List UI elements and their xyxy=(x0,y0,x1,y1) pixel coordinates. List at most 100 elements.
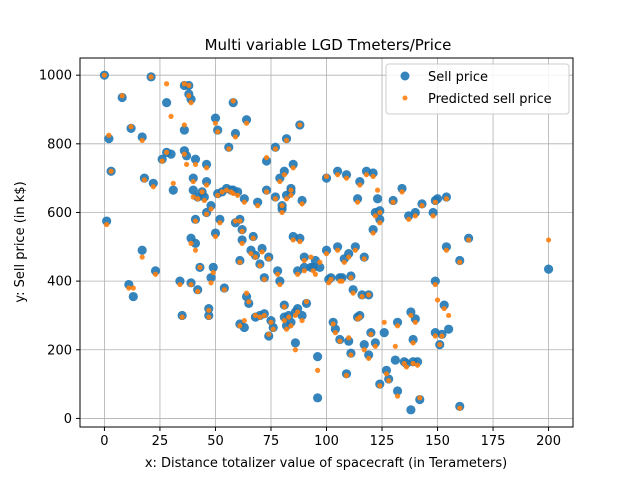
predicted-sell-price-point xyxy=(119,93,125,99)
predicted-sell-price-point xyxy=(266,256,272,262)
sell-price-point xyxy=(210,113,221,123)
sell-price-point xyxy=(359,340,369,350)
predicted-sell-price-point xyxy=(188,281,194,288)
predicted-sell-price-point xyxy=(341,259,347,265)
predicted-sell-price-point xyxy=(239,228,245,234)
predicted-sell-price-point xyxy=(179,314,185,320)
predicted-sell-price-point xyxy=(414,362,421,368)
predicted-sell-price-point xyxy=(303,299,310,305)
predicted-sell-price-point xyxy=(301,268,307,274)
predicted-sell-price-point xyxy=(281,172,287,178)
predicted-sell-price-point xyxy=(386,378,392,384)
legend-marker-sell-price xyxy=(400,71,410,81)
y-tick-label: 400 xyxy=(47,275,72,290)
predicted-sell-price-point xyxy=(377,209,383,216)
predicted-sell-price-point xyxy=(308,254,314,260)
predicted-sell-price-point xyxy=(339,278,345,284)
predicted-sell-price-point xyxy=(403,364,410,370)
predicted-sell-price-point xyxy=(139,137,145,143)
predicted-sell-price-point xyxy=(323,173,330,180)
predicted-sell-price-point xyxy=(457,405,463,411)
predicted-sell-price-point xyxy=(203,182,210,188)
predicted-sell-price-point xyxy=(192,247,199,253)
predicted-sell-price-point xyxy=(297,239,303,245)
predicted-sell-price-point xyxy=(219,189,225,195)
predicted-sell-price-point xyxy=(241,199,247,205)
chart-title: Multi variable LGD Tmeters/Price xyxy=(205,36,452,54)
y-tick-label: 800 xyxy=(47,137,72,152)
predicted-sell-price-point xyxy=(279,203,285,209)
predicted-sell-price-point xyxy=(192,218,199,224)
predicted-sell-price-point xyxy=(286,314,292,320)
predicted-sell-price-point xyxy=(366,355,372,361)
predicted-sell-price-point xyxy=(366,292,372,298)
predicted-sell-price-point xyxy=(223,187,230,193)
predicted-sell-price-point xyxy=(430,213,436,219)
predicted-sell-price-point xyxy=(181,122,187,128)
predicted-sell-price-point xyxy=(361,256,367,262)
x-tick-label: 75 xyxy=(263,434,280,449)
x-tick-label: 25 xyxy=(152,434,169,449)
predicted-sell-price-point xyxy=(232,218,239,224)
predicted-sell-price-point xyxy=(212,120,219,126)
predicted-sell-price-point xyxy=(221,287,227,293)
predicted-sell-price-point xyxy=(359,293,365,300)
predicted-sell-price-point xyxy=(343,372,350,379)
predicted-sell-price-point xyxy=(317,259,323,265)
predicted-sell-price-point xyxy=(299,201,305,207)
predicted-sell-price-point xyxy=(410,360,416,367)
predicted-sell-price-point xyxy=(394,323,401,329)
x-axis-label: x: Distance totalizer value of spacecraf… xyxy=(145,456,507,471)
predicted-sell-price-point xyxy=(545,237,552,243)
predicted-sell-price-point xyxy=(188,100,194,106)
predicted-sell-price-point xyxy=(328,276,334,282)
predicted-sell-price-point xyxy=(261,312,267,319)
sell-price-point xyxy=(208,262,218,272)
predicted-sell-price-point xyxy=(104,221,110,228)
predicted-sell-price-point xyxy=(432,333,438,339)
predicted-sell-price-point xyxy=(348,275,354,281)
predicted-sell-price-point xyxy=(357,314,363,320)
predicted-sell-price-point xyxy=(230,98,236,104)
predicted-sell-price-point xyxy=(190,194,196,200)
predicted-sell-price-point xyxy=(432,281,438,288)
predicted-sell-price-point xyxy=(243,120,250,126)
predicted-sell-price-point xyxy=(190,178,196,185)
predicted-sell-price-point xyxy=(283,137,290,143)
predicted-sell-price-point xyxy=(148,74,154,80)
predicted-sell-price-point xyxy=(257,263,263,269)
predicted-sell-price-point xyxy=(292,347,299,353)
predicted-sell-price-point xyxy=(252,254,259,260)
sell-price-point xyxy=(313,352,323,362)
predicted-sell-price-point xyxy=(346,335,352,341)
sell-price-point xyxy=(128,291,138,302)
predicted-sell-price-point xyxy=(177,281,183,288)
predicted-sell-price-point xyxy=(203,165,210,171)
predicted-sell-price-point xyxy=(352,247,358,253)
predicted-sell-price-point xyxy=(272,196,279,202)
predicted-sell-price-point xyxy=(241,317,247,324)
predicted-sell-price-point xyxy=(268,319,274,325)
predicted-sell-price-point xyxy=(466,237,472,243)
predicted-sell-price-point xyxy=(432,199,438,205)
predicted-sell-price-point xyxy=(279,209,285,216)
predicted-sell-price-point xyxy=(410,340,416,346)
predicted-sell-price-point xyxy=(439,333,445,339)
legend: Sell price Predicted sell price xyxy=(385,63,570,115)
predicted-sell-price-point xyxy=(181,81,187,87)
sell-price-point xyxy=(190,238,201,248)
predicted-sell-price-point xyxy=(237,259,243,265)
predicted-sell-price-point xyxy=(272,146,279,152)
predicted-sell-price-point xyxy=(208,280,214,286)
predicted-sell-price-point xyxy=(399,189,405,195)
predicted-sell-price-point xyxy=(195,288,201,295)
predicted-sell-price-point xyxy=(239,240,245,246)
x-tick-label: 200 xyxy=(536,434,561,449)
predicted-sell-price-point xyxy=(370,173,376,180)
predicted-sell-price-point xyxy=(277,178,283,185)
legend-marker-predicted-sell-price xyxy=(402,95,408,101)
predicted-sell-price-point xyxy=(283,196,290,202)
predicted-sell-price-point xyxy=(275,271,281,277)
predicted-sell-price-point xyxy=(217,220,223,226)
predicted-sell-price-point xyxy=(372,213,378,219)
